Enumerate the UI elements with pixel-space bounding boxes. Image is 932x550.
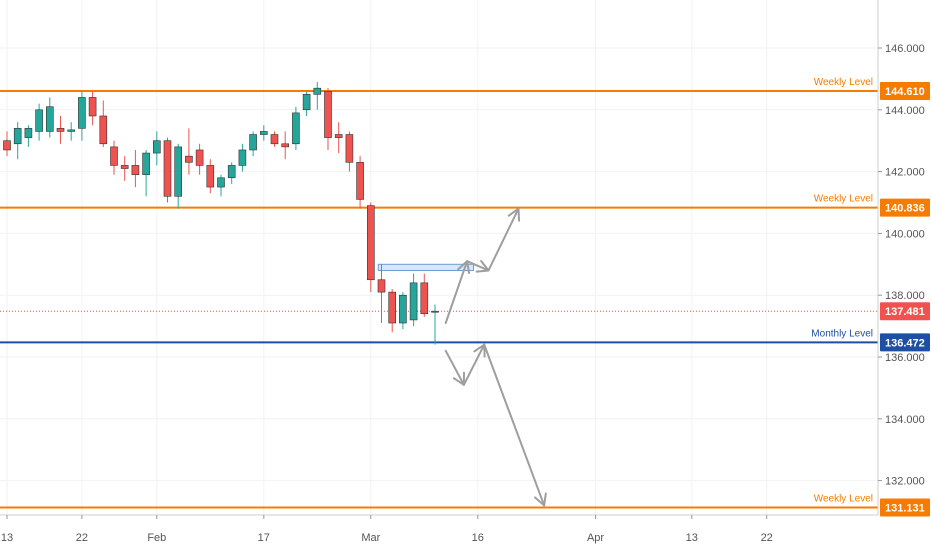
price-badges: 144.610 140.836 136.472 131.131 137.481: [880, 81, 930, 517]
candle-down: [185, 155, 193, 163]
bullish-path-arrowhead: [507, 207, 521, 222]
price-tick-label: 140.000: [885, 228, 925, 240]
candle-up: [431, 310, 439, 313]
candle-up: [292, 112, 300, 145]
candle-up: [174, 146, 182, 197]
projection-arrows: [444, 207, 547, 507]
candle-up: [67, 129, 75, 132]
time-axis[interactable]: 13 22 Feb 17 Mar 16 Apr 13 22: [1, 515, 773, 544]
candle-down: [388, 291, 397, 324]
candle-up: [78, 97, 86, 129]
candle-down: [270, 134, 279, 145]
time-tick-label: 13: [1, 532, 13, 544]
price-tick-label: 142.000: [885, 167, 925, 179]
candle-up: [153, 140, 161, 154]
candle-down: [131, 165, 140, 175]
weekly-level-badge-text: 144.610: [885, 86, 925, 98]
time-tick-label: 17: [258, 532, 270, 544]
candle-up: [249, 134, 257, 151]
weekly-level-label: Weekly Level: [814, 194, 873, 205]
weekly-level-label: Weekly Level: [814, 493, 873, 504]
price-tick-label: 134.000: [885, 414, 925, 426]
time-tick-label: 16: [472, 532, 484, 544]
price-axis[interactable]: 132.000 134.000 136.000 138.000 140.000 142.0…: [878, 43, 925, 488]
candle-down: [163, 140, 172, 197]
weekly-level-badge-text: 140.836: [885, 203, 925, 215]
candles: [3, 81, 439, 345]
bullish-path-segment: [487, 207, 520, 272]
monthly-level-badge: [880, 333, 930, 352]
weekly-level-label: Weekly Level: [814, 77, 873, 88]
monthly-level-label: Monthly Level: [811, 328, 873, 339]
candle-up: [409, 282, 418, 321]
bearish-path-arrowhead: [534, 492, 547, 507]
current-price-badge: [880, 302, 930, 321]
zone: [377, 263, 475, 271]
current-price-badge-text: 137.481: [885, 306, 925, 318]
time-tick-label: Mar: [361, 532, 380, 544]
candle-up: [259, 131, 268, 135]
weekly-level-badge: [880, 81, 930, 100]
price-tick-label: 144.000: [885, 105, 925, 117]
candle-up: [35, 109, 43, 132]
time-tick-label: Feb: [147, 532, 166, 544]
candle-up: [142, 152, 150, 175]
candle-up: [45, 106, 54, 132]
candle-down: [420, 282, 429, 315]
price-tick-label: 146.000: [885, 43, 925, 55]
bullish-path-segment: [444, 260, 469, 325]
candle-up: [24, 128, 33, 138]
candle-up: [217, 177, 225, 188]
candle-down: [324, 90, 332, 138]
weekly-level-badge-text: 131.131: [885, 502, 925, 514]
time-tick-label: Apr: [587, 532, 604, 544]
weekly-level-badge: [880, 498, 930, 517]
bearish-path-segment: [444, 349, 465, 386]
candle-down: [56, 128, 65, 132]
candle-down: [356, 162, 364, 200]
candle-down: [345, 134, 354, 163]
levels: Weekly Level Weekly Level Monthly Level Wee…: [0, 77, 878, 509]
bearish-path-segment: [462, 343, 486, 386]
price-tick-label: 136.000: [885, 352, 925, 364]
candle-down: [206, 165, 215, 188]
candle-up: [238, 149, 247, 166]
time-tick-label: 22: [76, 532, 88, 544]
time-tick-label: 13: [686, 532, 698, 544]
supply-zone-rect: [377, 263, 475, 271]
candle-down: [366, 205, 375, 281]
candle-down: [195, 149, 204, 166]
candle-down: [120, 165, 129, 169]
candle-up: [313, 87, 322, 95]
bearish-path-segment: [483, 343, 546, 507]
monthly-level-badge-text: 136.472: [885, 337, 925, 349]
candle-down: [3, 140, 11, 151]
candle-up: [399, 294, 407, 324]
price-tick-label: 138.000: [885, 290, 925, 302]
bullish-path-segment: [466, 260, 490, 272]
candle-down: [377, 279, 386, 293]
candle-down: [99, 115, 108, 145]
candle-up: [227, 165, 236, 179]
candle-down: [281, 143, 290, 148]
weekly-level-badge: [880, 198, 930, 217]
price-tick-label: 132.000: [885, 476, 925, 488]
candle-down: [110, 146, 118, 166]
candle-up: [13, 128, 22, 145]
time-tick-label: 22: [761, 532, 773, 544]
candle-down: [88, 97, 97, 117]
candle-down: [334, 134, 343, 138]
candle-up: [302, 94, 311, 111]
